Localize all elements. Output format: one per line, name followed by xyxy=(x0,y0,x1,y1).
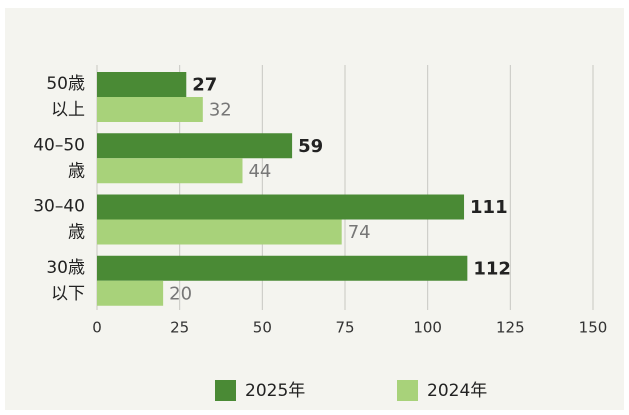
value-label: 59 xyxy=(298,136,323,157)
value-label: 112 xyxy=(473,258,511,279)
x-tick-label: 125 xyxy=(496,319,525,337)
y-tick-label: 以上 xyxy=(51,100,85,120)
x-tick-label: 75 xyxy=(335,319,354,337)
y-tick-label: 以下 xyxy=(51,284,85,304)
value-label: 44 xyxy=(248,161,271,182)
legend-label: 2024年 xyxy=(427,381,487,401)
y-tick-label: 50歳 xyxy=(46,74,85,94)
value-label: 111 xyxy=(470,197,508,218)
legend-swatch xyxy=(397,380,418,401)
y-tick-label: 30歳 xyxy=(46,258,85,278)
x-tick-label: 0 xyxy=(92,319,102,337)
bar xyxy=(97,97,203,122)
y-tick-label: 30–40 xyxy=(33,197,85,217)
bar xyxy=(97,133,293,159)
x-tick-label: 100 xyxy=(413,319,442,337)
y-tick-label: 40–50 xyxy=(33,135,85,155)
value-label: 20 xyxy=(169,283,192,304)
y-tick-label: 歳 xyxy=(68,223,85,243)
bar xyxy=(97,280,164,306)
bar xyxy=(97,255,468,281)
legend-label: 2025年 xyxy=(245,381,305,401)
value-label: 27 xyxy=(192,75,217,96)
bar xyxy=(97,194,465,220)
x-tick-label: 50 xyxy=(253,319,272,337)
bar xyxy=(97,158,243,184)
bar xyxy=(97,219,342,245)
legend-swatch xyxy=(215,380,236,401)
value-label: 32 xyxy=(209,100,232,121)
x-tick-label: 150 xyxy=(579,319,608,337)
y-tick-label: 歳 xyxy=(68,161,85,181)
value-label: 74 xyxy=(348,222,371,243)
x-tick-label: 25 xyxy=(170,319,189,337)
bar xyxy=(97,72,187,97)
